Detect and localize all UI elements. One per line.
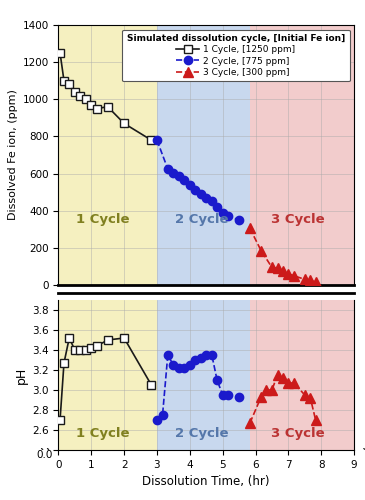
Bar — [250, 25, 354, 285]
Text: 0.0: 0.0 — [36, 450, 53, 460]
Text: 1 Cycle: 1 Cycle — [76, 428, 130, 440]
X-axis label: Dissolution Time, (hr): Dissolution Time, (hr) — [142, 476, 270, 488]
Text: 2 Cycle: 2 Cycle — [174, 428, 228, 440]
Text: 2 Cycle: 2 Cycle — [174, 214, 228, 226]
Y-axis label: Dissolved Fe ion, (ppm): Dissolved Fe ion, (ppm) — [8, 90, 18, 220]
Text: 3 Cycle: 3 Cycle — [272, 214, 325, 226]
Bar — [157, 300, 250, 450]
Text: 1 Cycle: 1 Cycle — [76, 214, 130, 226]
Y-axis label: pH: pH — [15, 366, 28, 384]
Legend: 1 Cycle, [1250 ppm], 2 Cycle, [775 ppm], 3 Cycle, [300 ppm]: 1 Cycle, [1250 ppm], 2 Cycle, [775 ppm],… — [122, 30, 350, 82]
Text: 3 Cycle: 3 Cycle — [272, 428, 325, 440]
Bar — [58, 25, 157, 285]
Bar — [58, 300, 157, 450]
Bar — [157, 25, 250, 285]
Bar — [250, 300, 354, 450]
